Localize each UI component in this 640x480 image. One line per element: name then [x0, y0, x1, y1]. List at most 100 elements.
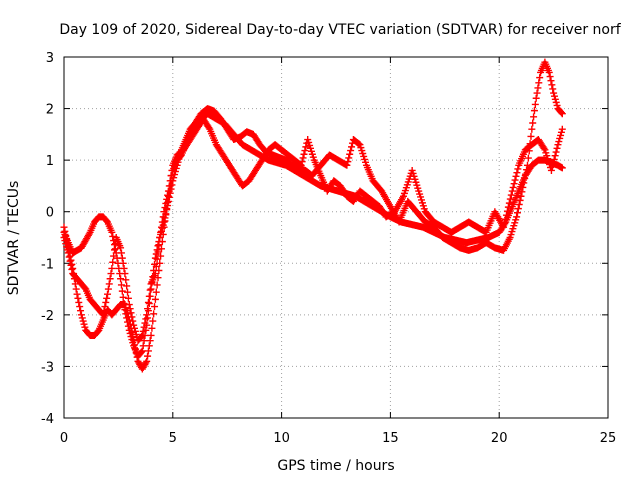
data-point: [153, 255, 161, 263]
data-point: [131, 341, 139, 349]
data-point: [117, 281, 125, 289]
data-point: [124, 294, 132, 302]
data-point: [519, 183, 527, 191]
data-point: [147, 331, 155, 339]
data-point: [548, 163, 556, 171]
data-point: [131, 327, 139, 335]
data-point: [65, 253, 73, 261]
data-point: [133, 353, 141, 361]
data-point: [143, 357, 151, 365]
y-tick-labels: -4 -3 -2 -1 0 1 2 3: [41, 51, 54, 427]
data-point: [60, 234, 68, 241]
data-point: [118, 254, 126, 262]
data-point: [110, 252, 118, 260]
data-point: [157, 223, 165, 231]
data-point: [557, 128, 565, 136]
data-point: [501, 219, 509, 227]
x-tick-label: 25: [600, 431, 617, 446]
data-point: [163, 195, 171, 203]
data-point: [520, 179, 528, 187]
data-point: [555, 138, 563, 146]
data-point: [529, 119, 537, 127]
data-point: [63, 243, 71, 251]
data-point: [534, 84, 542, 92]
data-point: [130, 321, 138, 329]
data-point: [107, 270, 115, 278]
data-point: [139, 327, 147, 335]
data-point: [556, 134, 564, 142]
data-point: [155, 241, 163, 249]
data-point: [524, 154, 532, 162]
data-point: [532, 94, 540, 102]
data-point: [100, 307, 108, 315]
data-point: [558, 164, 566, 172]
data-point: [205, 124, 213, 132]
data-point: [109, 232, 117, 240]
data-point: [156, 259, 164, 267]
data-point: [152, 262, 160, 270]
data-point: [101, 303, 109, 311]
data-point: [61, 227, 69, 235]
data-point: [509, 183, 517, 191]
data-point: [302, 143, 310, 151]
data-point: [131, 324, 139, 332]
data-point: [122, 276, 130, 284]
data-point: [548, 81, 556, 89]
data-point: [551, 95, 559, 103]
data-point: [145, 292, 153, 300]
data-point: [137, 333, 145, 341]
data-point: [141, 319, 149, 327]
data-point: [125, 301, 133, 309]
data-point: [164, 187, 172, 195]
data-point: [140, 337, 148, 345]
data-point: [73, 290, 81, 298]
x-tick-label: 0: [60, 431, 68, 446]
data-point: [160, 208, 168, 216]
data-point: [78, 314, 86, 322]
data-point: [528, 125, 536, 133]
data-point: [547, 77, 555, 85]
data-point: [522, 170, 530, 178]
data-point: [117, 249, 125, 257]
data-point: [549, 85, 557, 93]
data-point: [546, 73, 554, 81]
data-point: [64, 249, 72, 257]
data-point: [513, 209, 521, 217]
data-point: [99, 311, 107, 319]
data-point: [515, 200, 523, 208]
data-point: [122, 304, 130, 312]
data-point: [505, 199, 513, 207]
data-point: [124, 310, 132, 318]
data-point: [157, 252, 165, 260]
data-point: [531, 100, 539, 108]
data-point: [146, 286, 154, 294]
data-point: [545, 68, 553, 76]
data-point: [165, 182, 173, 190]
data-point: [547, 166, 555, 174]
y-tick-label: 0: [46, 206, 54, 221]
series-track-a: [60, 110, 566, 360]
x-tick-label: 20: [491, 431, 508, 446]
data-point: [138, 347, 146, 355]
data-point: [527, 132, 535, 140]
data-point: [521, 175, 529, 183]
y-tick-label: -4: [41, 412, 54, 427]
data-point: [507, 191, 515, 199]
data-point: [164, 191, 172, 199]
data-point: [530, 107, 538, 115]
data-point: [300, 150, 308, 158]
data-point: [514, 205, 522, 213]
data-point: [76, 303, 84, 311]
data-point: [297, 161, 305, 169]
data-point: [501, 215, 509, 223]
data-point: [153, 281, 161, 289]
data-point: [523, 166, 531, 174]
data-point: [299, 154, 307, 162]
data-point: [154, 248, 162, 256]
y-tick-label: 3: [46, 51, 54, 66]
data-point: [552, 148, 560, 156]
data-point: [142, 359, 150, 367]
data-point: [298, 158, 306, 166]
y-tick-label: -1: [41, 257, 54, 272]
